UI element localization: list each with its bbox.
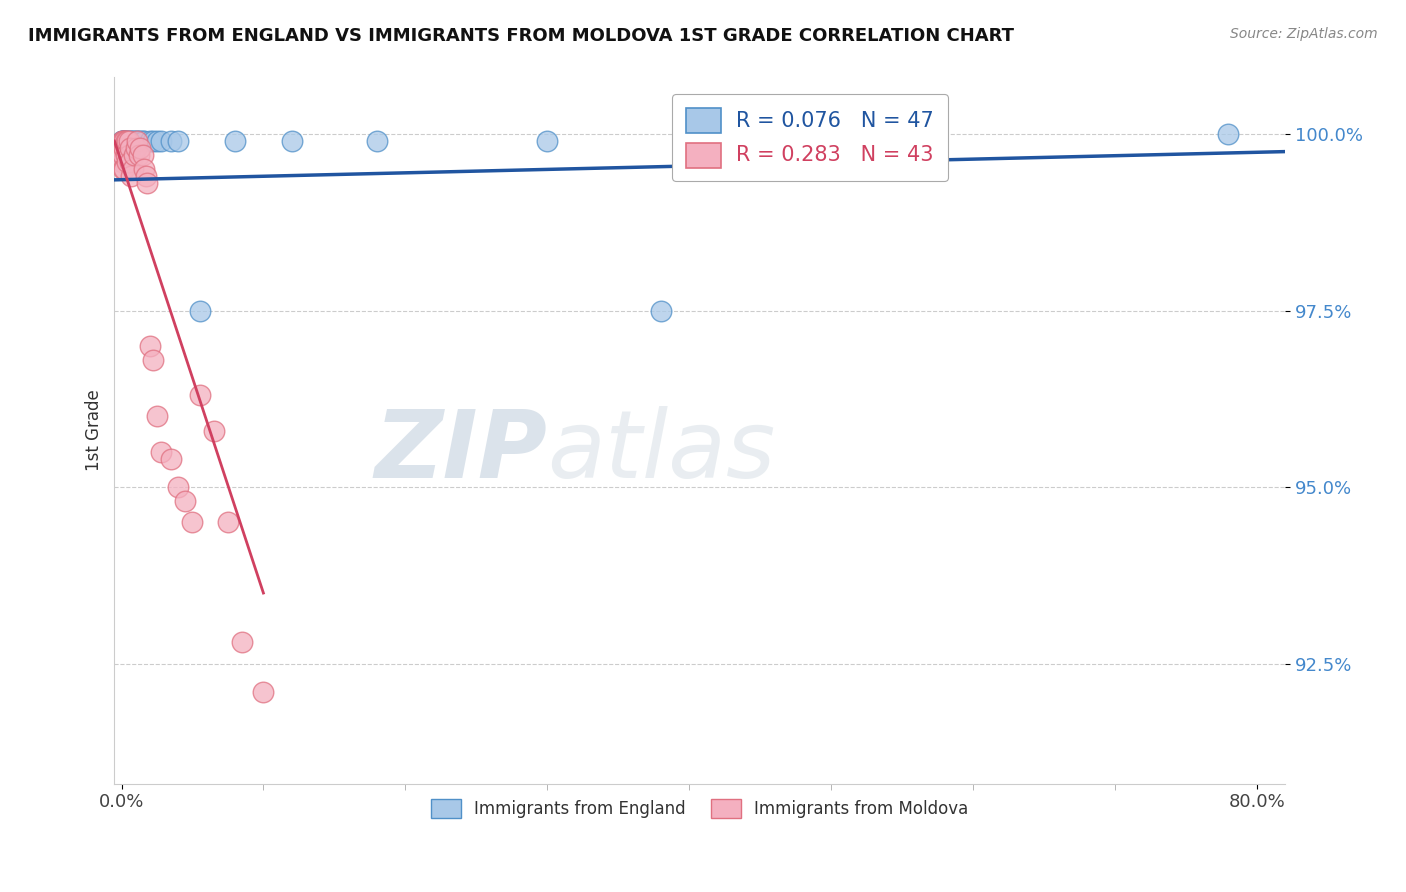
Point — [124, 134, 146, 148]
Point — [111, 162, 134, 177]
Point — [132, 148, 155, 162]
Point — [231, 635, 253, 649]
Point — [217, 516, 239, 530]
Point — [112, 141, 135, 155]
Point — [115, 155, 138, 169]
Text: IMMIGRANTS FROM ENGLAND VS IMMIGRANTS FROM MOLDOVA 1ST GRADE CORRELATION CHART: IMMIGRANTS FROM ENGLAND VS IMMIGRANTS FR… — [28, 27, 1014, 45]
Point — [111, 141, 134, 155]
Point — [124, 141, 146, 155]
Point — [146, 409, 169, 424]
Point — [146, 134, 169, 148]
Point — [134, 162, 156, 177]
Point — [536, 134, 558, 148]
Point — [114, 134, 136, 148]
Point — [114, 141, 136, 155]
Point — [110, 155, 132, 169]
Point — [117, 148, 139, 162]
Point — [111, 134, 134, 148]
Point — [110, 134, 132, 148]
Text: atlas: atlas — [547, 406, 776, 497]
Point — [111, 134, 134, 148]
Point — [111, 141, 134, 155]
Legend: Immigrants from England, Immigrants from Moldova: Immigrants from England, Immigrants from… — [425, 792, 976, 825]
Point — [118, 141, 141, 155]
Point — [112, 162, 135, 177]
Point — [112, 134, 135, 148]
Point — [120, 141, 142, 155]
Point — [115, 134, 138, 148]
Point — [224, 134, 246, 148]
Text: Source: ZipAtlas.com: Source: ZipAtlas.com — [1230, 27, 1378, 41]
Point — [110, 141, 132, 155]
Point — [167, 480, 190, 494]
Point — [117, 141, 139, 155]
Point — [112, 141, 135, 155]
Point — [150, 134, 173, 148]
Point — [125, 134, 148, 148]
Point — [125, 141, 148, 155]
Point — [118, 155, 141, 169]
Point — [121, 162, 143, 177]
Point — [134, 134, 156, 148]
Point — [142, 353, 165, 368]
Point — [1218, 127, 1240, 141]
Point — [120, 134, 142, 148]
Point — [114, 134, 136, 148]
Point — [139, 339, 162, 353]
Point — [121, 141, 143, 155]
Point — [142, 134, 165, 148]
Point — [128, 148, 150, 162]
Point — [110, 134, 132, 148]
Point — [174, 494, 197, 508]
Point — [120, 169, 142, 184]
Point — [129, 141, 152, 155]
Point — [132, 134, 155, 148]
Point — [129, 134, 152, 148]
Point — [125, 141, 148, 155]
Point — [127, 134, 149, 148]
Point — [110, 141, 132, 155]
Point — [139, 134, 162, 148]
Point — [160, 134, 183, 148]
Point — [110, 148, 132, 162]
Point — [110, 148, 132, 162]
Point — [202, 424, 225, 438]
Point — [110, 141, 132, 155]
Point — [160, 451, 183, 466]
Point — [188, 303, 211, 318]
Point — [650, 303, 672, 318]
Point — [112, 134, 135, 148]
Point — [112, 134, 135, 148]
Point — [366, 134, 388, 148]
Point — [121, 134, 143, 148]
Point — [111, 148, 134, 162]
Point — [114, 148, 136, 162]
Point — [136, 177, 159, 191]
Point — [110, 134, 132, 148]
Point — [118, 134, 141, 148]
Point — [252, 685, 274, 699]
Point — [150, 444, 173, 458]
Point — [115, 141, 138, 155]
Point — [135, 169, 157, 184]
Point — [114, 148, 136, 162]
Y-axis label: 1st Grade: 1st Grade — [86, 390, 103, 472]
Point — [114, 134, 136, 148]
Point — [167, 134, 190, 148]
Point — [188, 388, 211, 402]
Point — [117, 134, 139, 148]
Point — [181, 516, 204, 530]
Point — [128, 134, 150, 148]
Point — [124, 148, 146, 162]
Point — [111, 134, 134, 148]
Point — [118, 141, 141, 155]
Point — [115, 134, 138, 148]
Point — [127, 134, 149, 148]
Point — [281, 134, 304, 148]
Point — [117, 134, 139, 148]
Text: ZIP: ZIP — [375, 406, 547, 498]
